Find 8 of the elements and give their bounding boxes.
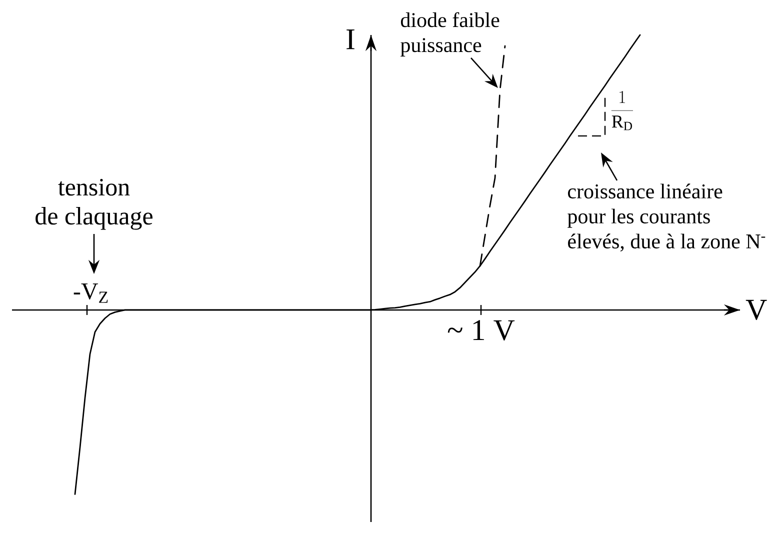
annotation: tension de claquage — [36, 178, 152, 230]
annotation: $\frac{1}{\mathrm{R}_{\mathrm{D}}}$ — [611, 91, 633, 130]
annotation: ~ 1 V — [448, 320, 515, 340]
annotation: diode faible puissance — [400, 12, 500, 56]
y-axis-title: I — [346, 30, 354, 50]
x-axis-title: V — [746, 300, 767, 320]
annotation: -V$_{Z}$ — [74, 283, 108, 303]
annotation: croissance linéaire pour les courants élevés, due à la zone N$^{-}$ — [568, 184, 766, 252]
